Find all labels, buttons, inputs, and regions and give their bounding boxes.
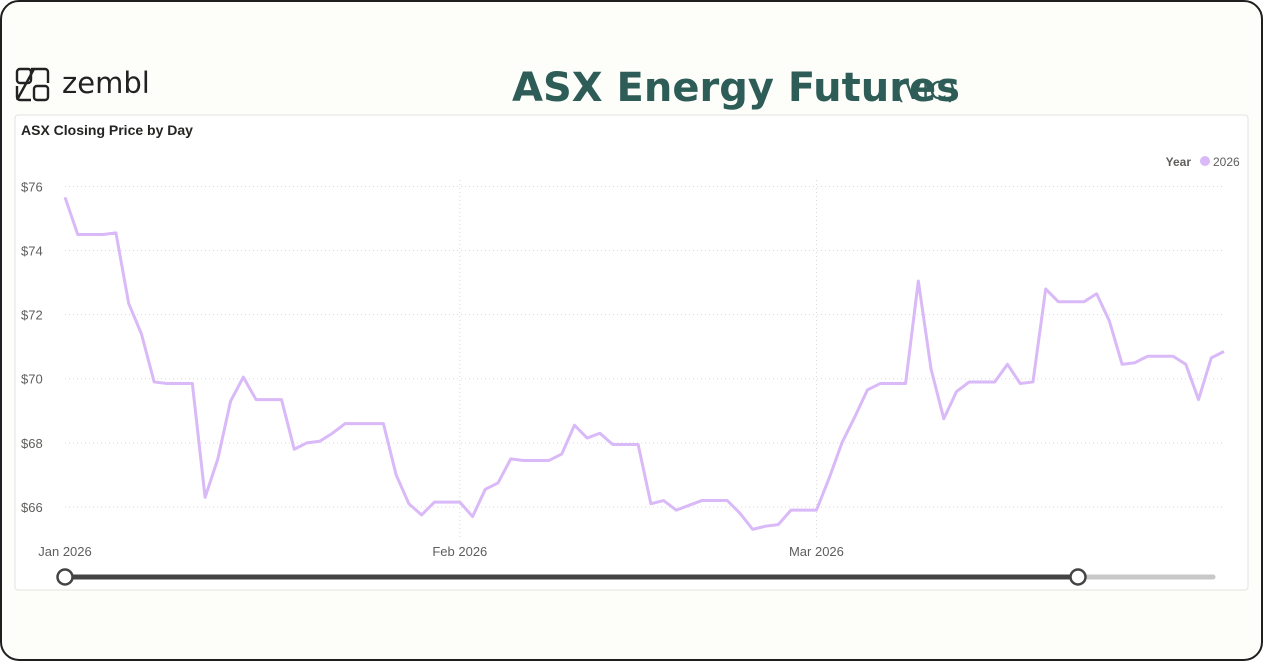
y-tick-label: $76 bbox=[21, 179, 43, 194]
logo-text: zembl bbox=[62, 66, 150, 100]
y-tick-label: $66 bbox=[21, 500, 43, 515]
x-tick-label: Jan 2026 bbox=[38, 544, 92, 559]
x-tick-label: Mar 2026 bbox=[789, 544, 844, 559]
slider-handle-start[interactable] bbox=[56, 568, 74, 586]
x-tick-label: Feb 2026 bbox=[432, 544, 487, 559]
slider-handle-end[interactable] bbox=[1069, 568, 1087, 586]
slider bbox=[56, 568, 1216, 586]
y-tick-label: $72 bbox=[21, 308, 43, 323]
legend-marker bbox=[1200, 156, 1210, 166]
legend-title: Year bbox=[1166, 155, 1192, 169]
y-tick-label: $68 bbox=[21, 436, 43, 451]
page-subtitle: (VIC) bbox=[895, 76, 956, 105]
line-series bbox=[63, 196, 1225, 531]
legend-label: 2026 bbox=[1213, 155, 1240, 169]
logo-icon bbox=[15, 67, 50, 102]
page-title: ASX Energy Futures bbox=[512, 65, 960, 111]
y-tick-label: $70 bbox=[21, 372, 43, 387]
chart-card bbox=[14, 114, 1249, 591]
y-tick-label: $74 bbox=[21, 244, 43, 259]
chart-title: ASX Closing Price by Day bbox=[21, 122, 193, 138]
plot: $66 $68 $70 $72 $74 $76 Jan 2026 Feb 2026 Mar 20… bbox=[21, 179, 1225, 559]
